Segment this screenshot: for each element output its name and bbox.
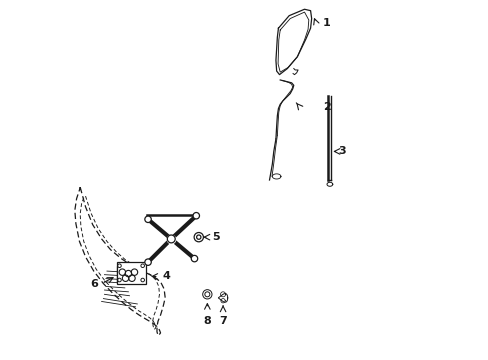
Text: 4: 4 bbox=[162, 271, 170, 282]
Text: 7: 7 bbox=[219, 316, 226, 326]
Circle shape bbox=[167, 235, 175, 243]
Text: 2: 2 bbox=[323, 102, 330, 112]
FancyBboxPatch shape bbox=[116, 266, 127, 283]
Text: 1: 1 bbox=[323, 18, 330, 28]
Text: 6: 6 bbox=[90, 279, 98, 289]
Circle shape bbox=[193, 212, 199, 219]
Text: 3: 3 bbox=[337, 147, 345, 157]
Circle shape bbox=[144, 216, 151, 222]
Text: 8: 8 bbox=[203, 316, 211, 326]
FancyBboxPatch shape bbox=[116, 262, 145, 284]
Circle shape bbox=[191, 255, 197, 262]
Circle shape bbox=[144, 259, 151, 265]
Text: 5: 5 bbox=[212, 232, 220, 242]
